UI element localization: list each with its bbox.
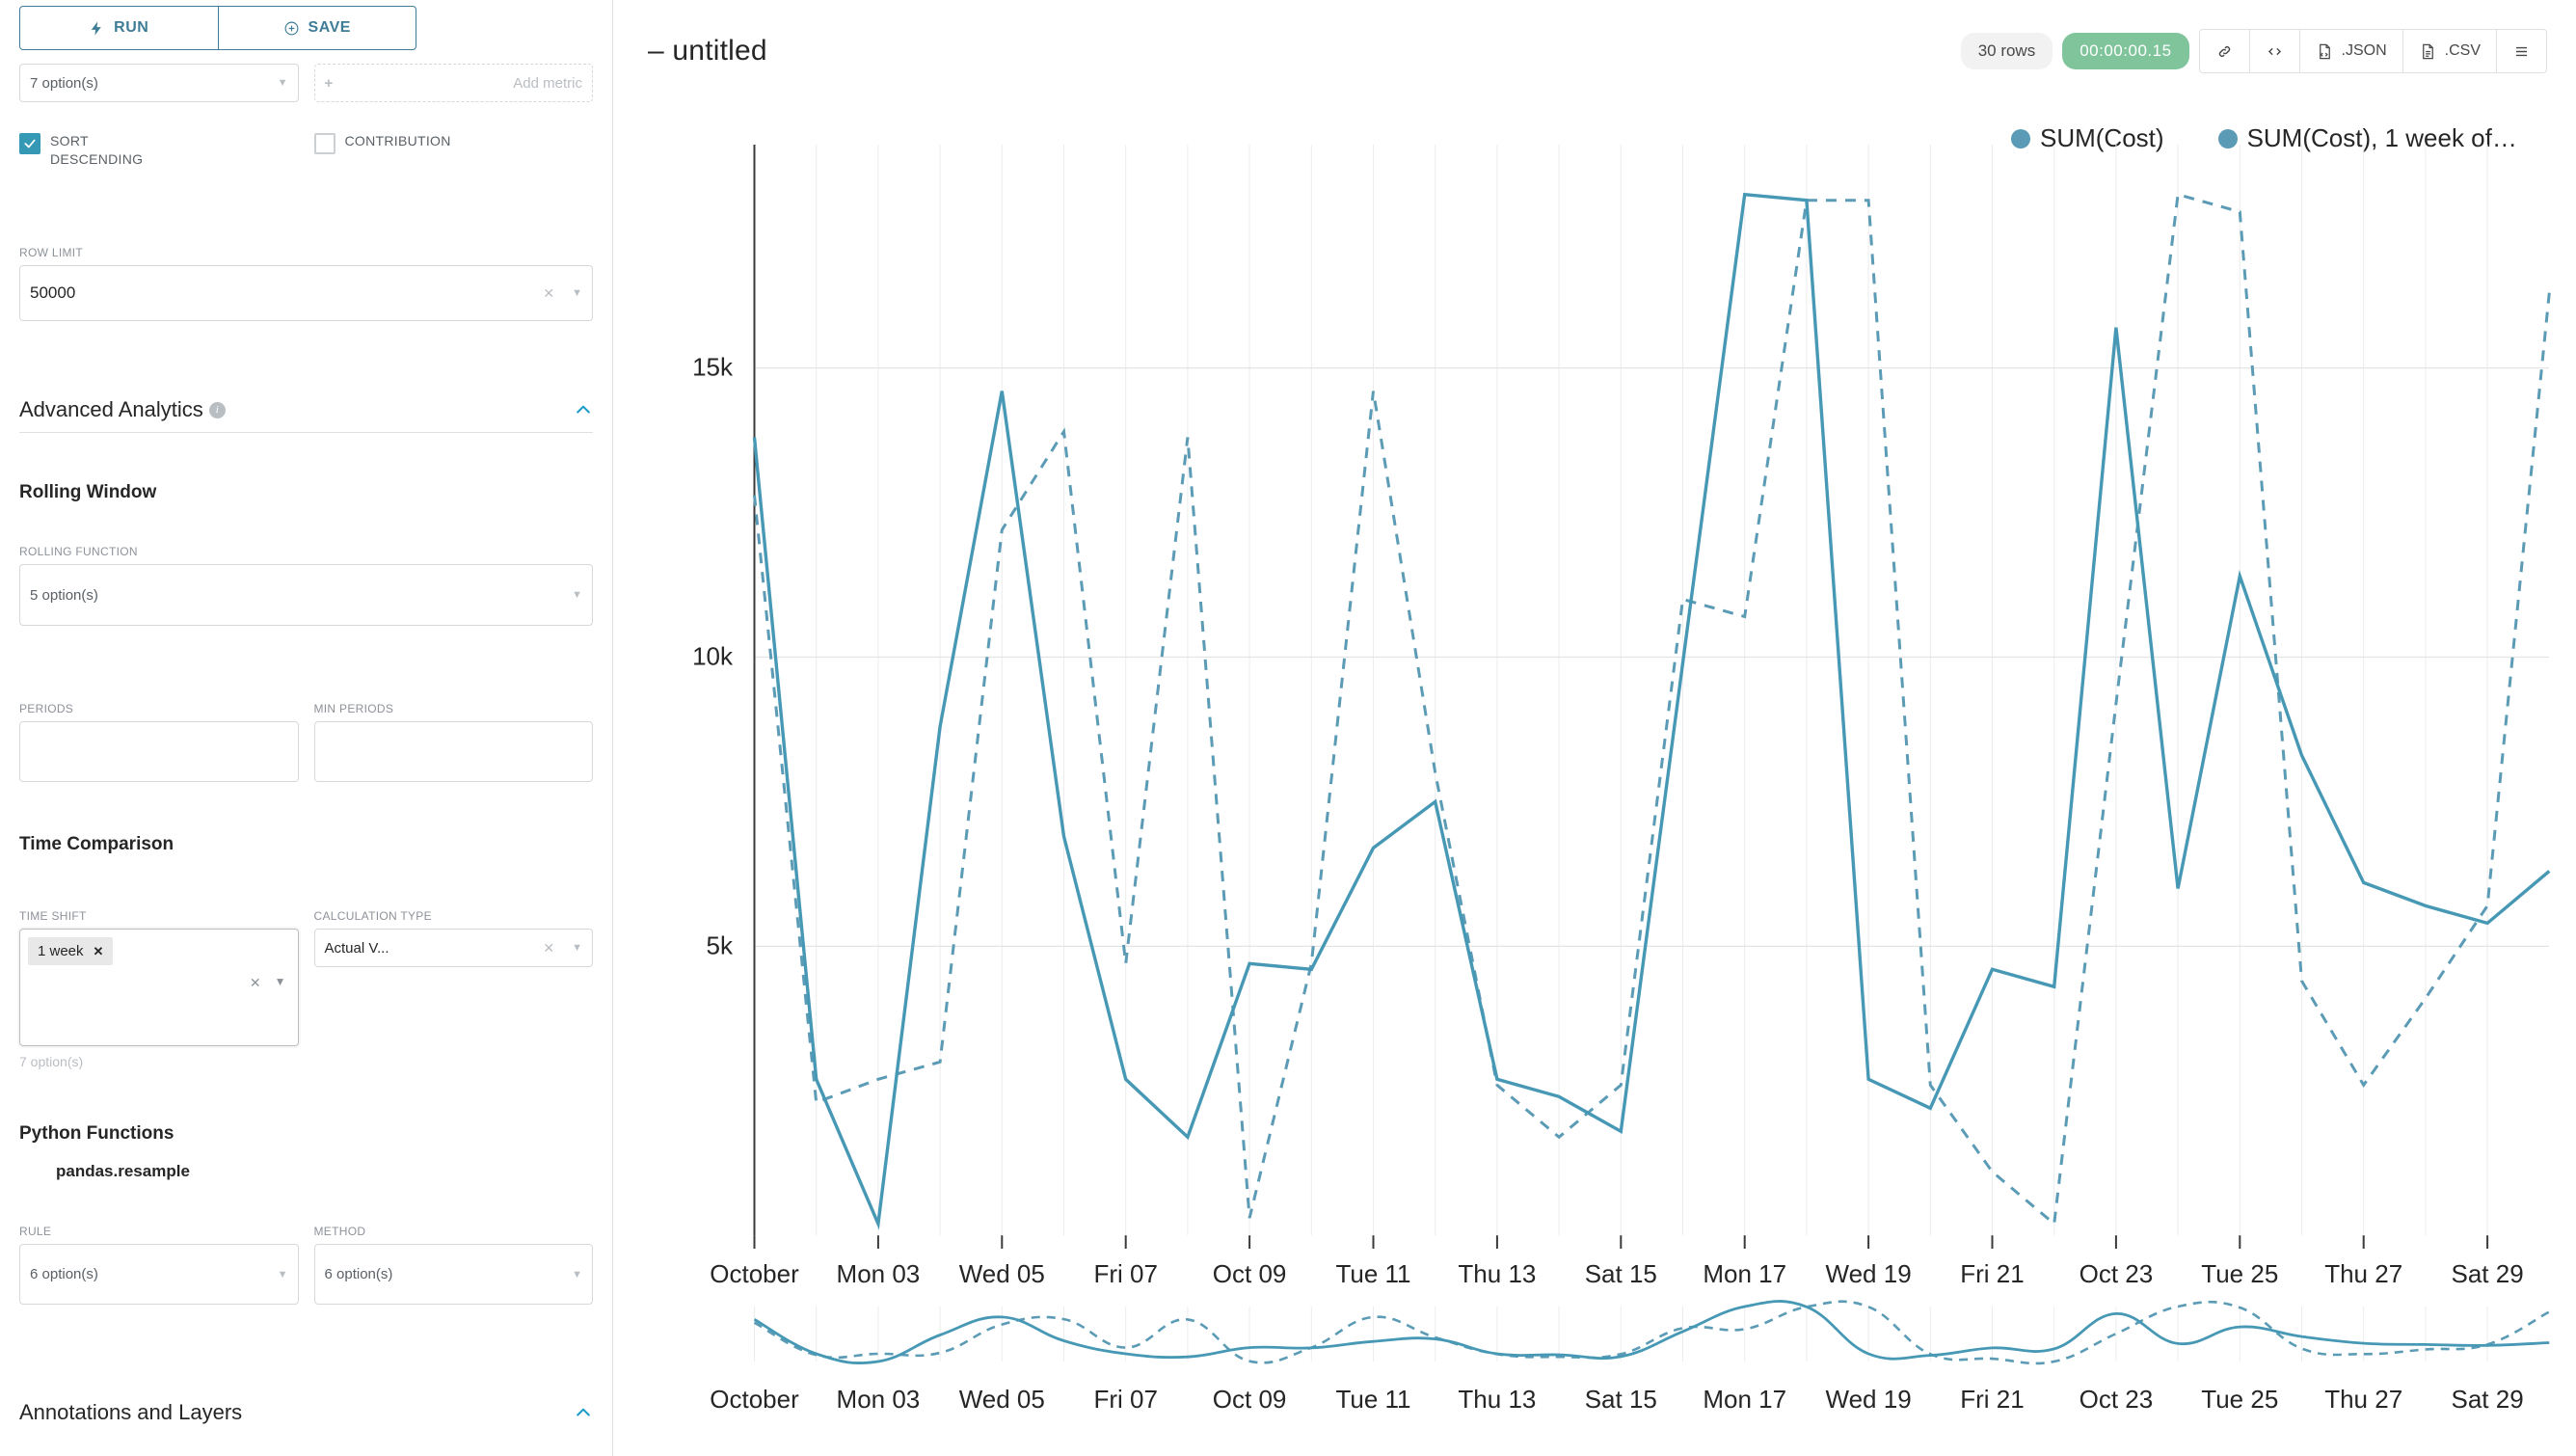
svg-text:October: October — [710, 1385, 799, 1414]
svg-text:Sat 29: Sat 29 — [2452, 1385, 2524, 1414]
svg-text:Thu 13: Thu 13 — [1458, 1385, 1536, 1414]
svg-text:Thu 27: Thu 27 — [2324, 1385, 2402, 1414]
svg-text:Wed 19: Wed 19 — [1826, 1385, 1912, 1414]
svg-text:Fri 21: Fri 21 — [1960, 1385, 2024, 1414]
svg-text:Tue 11: Tue 11 — [1335, 1385, 1410, 1414]
svg-text:Mon 03: Mon 03 — [837, 1385, 921, 1414]
svg-text:Oct 09: Oct 09 — [1213, 1385, 1287, 1414]
svg-text:Wed 05: Wed 05 — [959, 1385, 1045, 1414]
svg-text:Oct 23: Oct 23 — [2080, 1385, 2154, 1414]
svg-text:Fri 07: Fri 07 — [1093, 1385, 1157, 1414]
svg-text:Tue 25: Tue 25 — [2201, 1385, 2278, 1414]
svg-text:Sat 15: Sat 15 — [1585, 1385, 1657, 1414]
svg-text:Mon 17: Mon 17 — [1703, 1385, 1786, 1414]
